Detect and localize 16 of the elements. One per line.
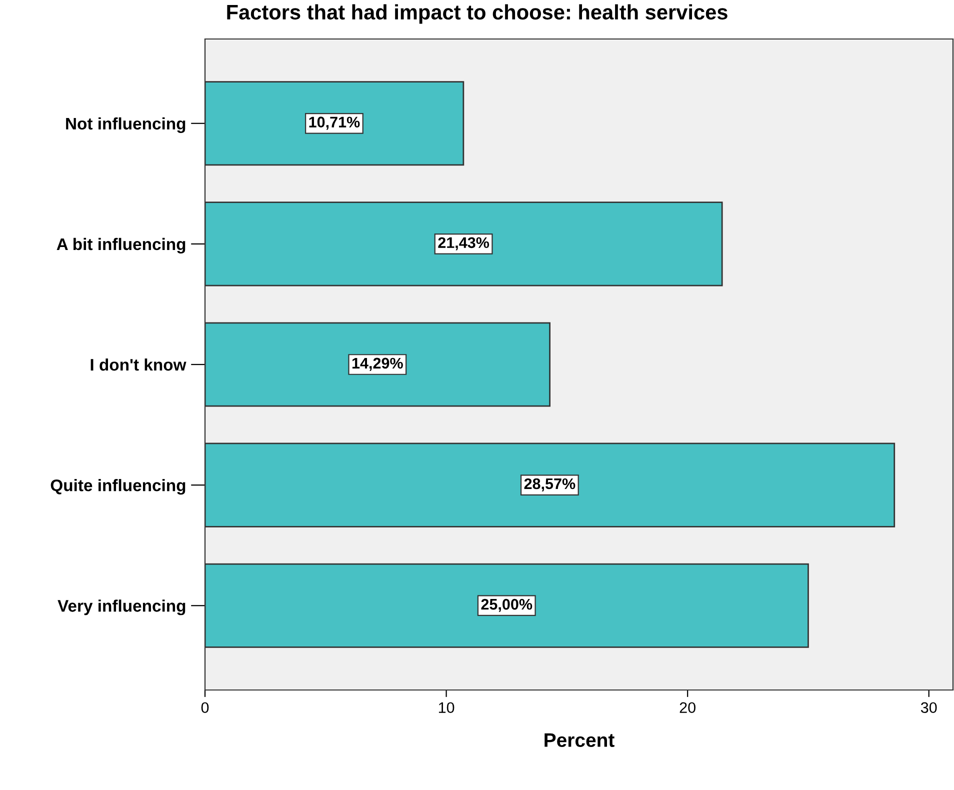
y-tick-label: Not influencing: [66, 117, 186, 133]
x-tick-label: 10: [438, 702, 454, 714]
data-label: 28,57%: [524, 478, 576, 492]
chart-title: Factors that had impact to choose: health services: [227, 4, 728, 24]
data-label: 14,29%: [352, 358, 403, 371]
x-tick-label: 0: [201, 702, 209, 714]
x-tick-label: 30: [920, 702, 937, 714]
x-tick-label: 20: [680, 702, 696, 714]
y-tick-label: Very influencing: [58, 600, 186, 616]
data-label: 25,00%: [481, 598, 532, 612]
x-axis-title: Percent: [544, 733, 614, 747]
data-label: 21,43%: [438, 237, 490, 250]
y-tick-label: I don't know: [90, 358, 186, 371]
y-tick-label: Quite influencing: [50, 479, 186, 495]
data-label: 10,71%: [309, 116, 360, 130]
y-tick-label: A bit influencing: [56, 238, 186, 254]
